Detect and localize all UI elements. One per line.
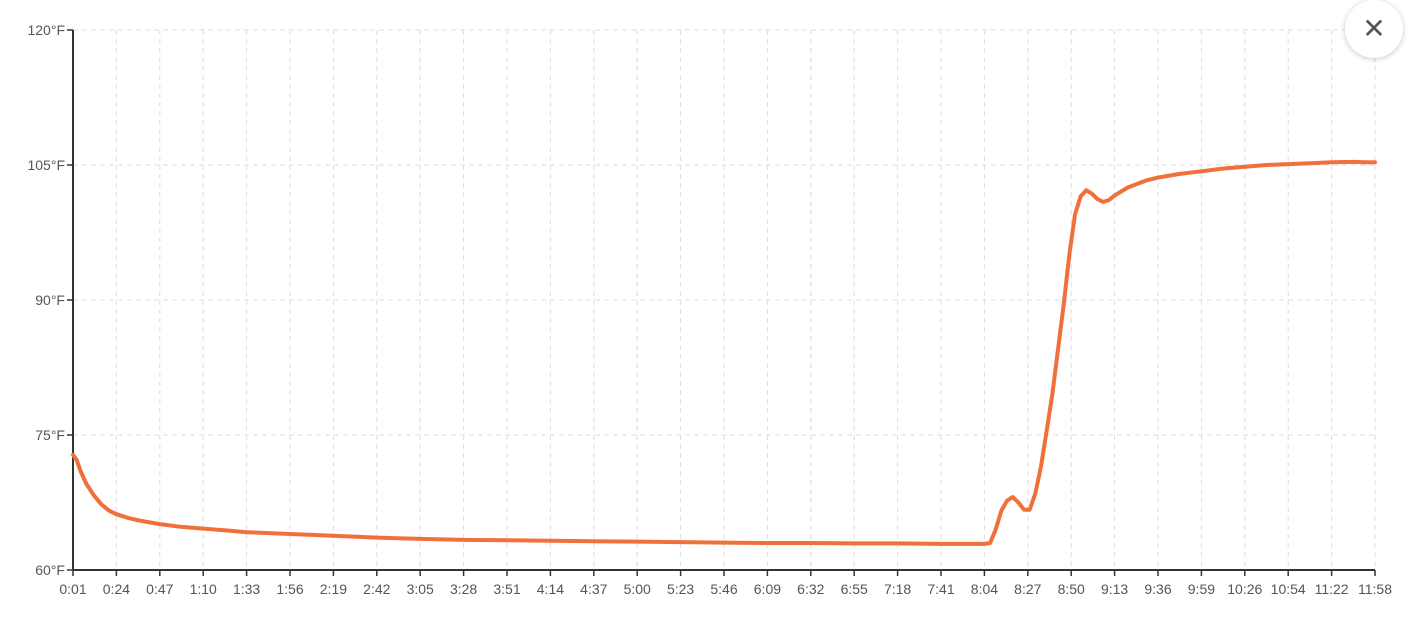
x-tick-label: 11:58 bbox=[1358, 581, 1392, 597]
x-tick-label: 0:01 bbox=[59, 581, 86, 597]
x-tick-label: 9:59 bbox=[1188, 581, 1215, 597]
x-tick-label: 1:33 bbox=[233, 581, 260, 597]
x-tick-label: 8:27 bbox=[1014, 581, 1041, 597]
x-tick-label: 8:50 bbox=[1058, 581, 1085, 597]
y-tick-label: 90°F bbox=[35, 292, 65, 308]
x-tick-label: 3:28 bbox=[450, 581, 477, 597]
x-tick-label: 6:55 bbox=[841, 581, 868, 597]
x-tick-label: 8:04 bbox=[971, 581, 998, 597]
temperature-series-line bbox=[71, 159, 1377, 546]
x-tick-label: 3:51 bbox=[493, 581, 520, 597]
x-tick-label: 6:32 bbox=[797, 581, 824, 597]
x-tick-label: 9:36 bbox=[1144, 581, 1171, 597]
close-icon: ✕ bbox=[1362, 12, 1386, 45]
x-tick-label: 10:26 bbox=[1227, 581, 1262, 597]
x-tick-label: 11:22 bbox=[1315, 581, 1349, 597]
x-tick-label: 2:42 bbox=[363, 581, 390, 597]
x-tick-label: 4:37 bbox=[580, 581, 607, 597]
x-tick-label: 0:24 bbox=[103, 581, 130, 597]
x-tick-label: 7:41 bbox=[927, 581, 954, 597]
x-tick-label: 7:18 bbox=[884, 581, 911, 597]
y-tick-labels: 60°F 75°F 90°F 105°F 120°F bbox=[27, 22, 65, 578]
y-tick-label: 120°F bbox=[27, 22, 65, 38]
y-tick-label: 60°F bbox=[35, 562, 65, 578]
x-tick-label: 0:47 bbox=[146, 581, 173, 597]
x-tick-labels: 0:01 0:24 0:47 1:10 1:33 1:56 2:19 2:42 3:05 3:28… bbox=[59, 581, 1392, 597]
x-tick-label: 5:23 bbox=[667, 581, 694, 597]
x-tick-label: 5:00 bbox=[624, 581, 651, 597]
y-tick-label: 105°F bbox=[27, 157, 65, 173]
x-tick-label: 1:10 bbox=[190, 581, 217, 597]
x-tick-label: 9:13 bbox=[1101, 581, 1128, 597]
x-tick-label: 3:05 bbox=[407, 581, 434, 597]
x-tick-label: 2:19 bbox=[320, 581, 347, 597]
x-tick-label: 6:09 bbox=[754, 581, 781, 597]
x-tick-label: 1:56 bbox=[276, 581, 303, 597]
close-button[interactable]: ✕ bbox=[1345, 0, 1403, 58]
x-tick-label: 10:54 bbox=[1271, 581, 1306, 597]
x-tick-label: 5:46 bbox=[710, 581, 737, 597]
y-tick-label: 75°F bbox=[35, 427, 65, 443]
axes bbox=[67, 29, 1376, 576]
grid bbox=[73, 29, 1376, 570]
x-tick-label: 4:14 bbox=[537, 581, 564, 597]
